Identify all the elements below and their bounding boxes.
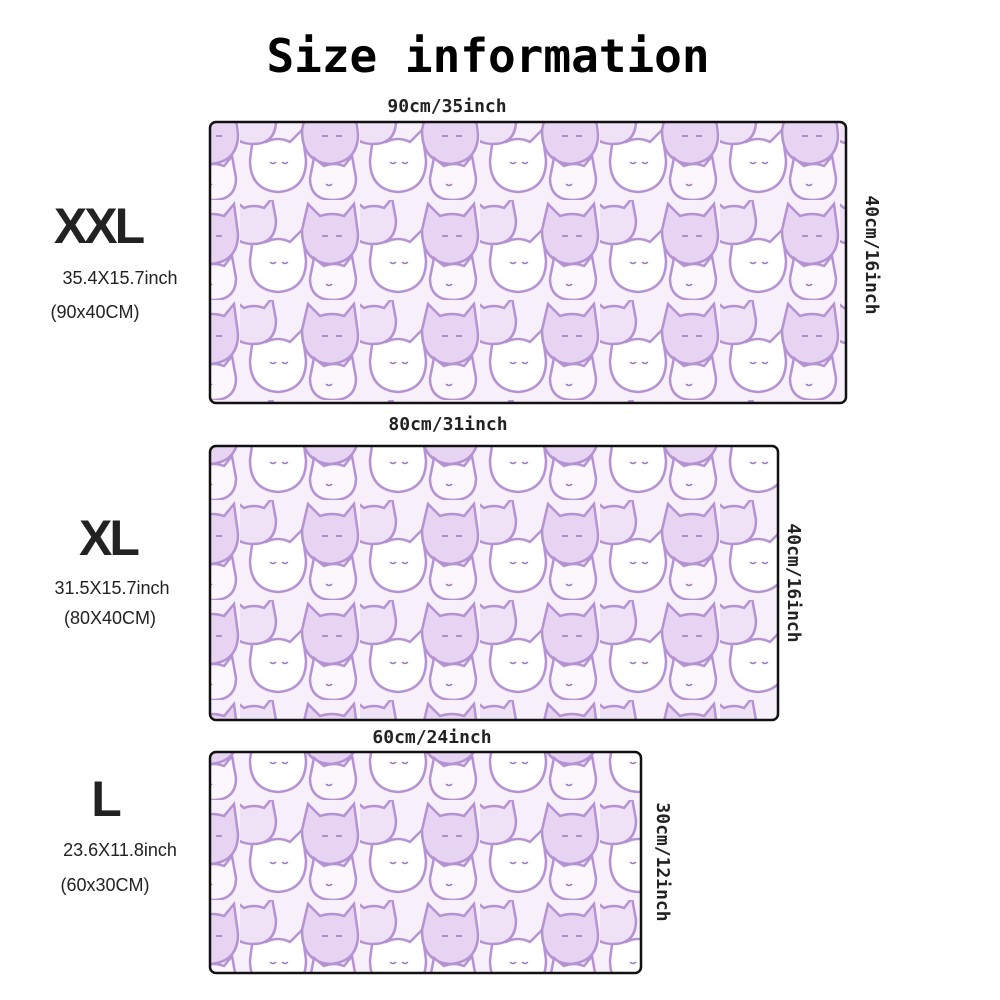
size-label: XL [79, 510, 138, 566]
height-label: 30cm/12inch [652, 802, 673, 921]
size-inches: 23.6X11.8inch [63, 840, 177, 860]
size-label: XXL [54, 198, 144, 254]
size-label: L [91, 771, 120, 827]
mat-xxl [208, 120, 848, 405]
height-label: 40cm/16inch [783, 523, 804, 642]
title: Size information [266, 29, 709, 83]
mat-xl [208, 444, 780, 722]
mat-l [208, 750, 643, 975]
size-inches: 31.5X15.7inch [54, 578, 169, 598]
size-inches: 35.4X15.7inch [62, 268, 177, 288]
size-cm: (80X40CM) [64, 608, 156, 628]
size-cm: (60x30CM) [60, 875, 149, 895]
height-label: 40cm/16inch [861, 195, 882, 314]
size-cm: (90x40CM) [50, 302, 139, 322]
width-label: 60cm/24inch [372, 727, 491, 748]
width-label: 90cm/35inch [387, 96, 506, 117]
width-label: 80cm/31inch [388, 414, 507, 435]
